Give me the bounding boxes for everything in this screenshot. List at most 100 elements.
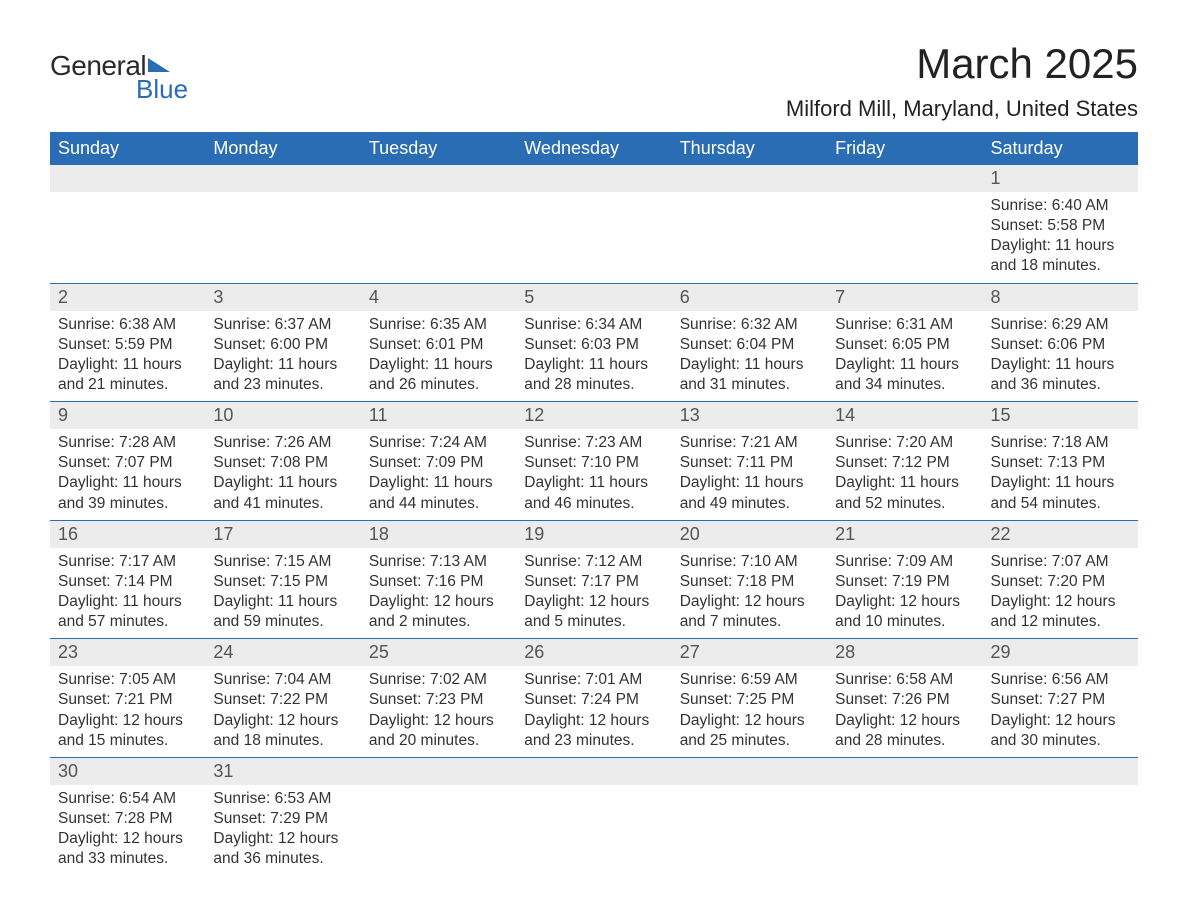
calendar-week-nums: 16171819202122 <box>50 520 1138 548</box>
day-cell: Sunrise: 7:07 AMSunset: 7:20 PMDaylight:… <box>983 548 1138 639</box>
calendar-week-data: Sunrise: 7:17 AMSunset: 7:14 PM Daylight:… <box>50 548 1138 639</box>
day-cell: Sunrise: 7:05 AMSunset: 7:21 PMDaylight:… <box>50 666 205 757</box>
daylight-line: Daylight: 12 hours and 23 minutes. <box>524 711 663 751</box>
day-number: 8 <box>983 284 1138 311</box>
day-cell: Sunrise: 6:56 AMSunset: 7:27 PMDaylight:… <box>983 666 1138 757</box>
daylight-line: Daylight: 11 hours and 18 minutes. <box>991 236 1130 276</box>
calendar-week-nums: 23242526272829 <box>50 639 1138 667</box>
sunrise-line: Sunrise: 6:31 AM <box>835 315 974 335</box>
sunrise-line: Sunrise: 7:21 AM <box>680 433 819 453</box>
day-cell: Sunrise: 7:26 AMSunset: 7:08 PMDaylight:… <box>205 429 360 520</box>
empty-day <box>672 165 827 191</box>
day-cell: Sunrise: 6:59 AMSunset: 7:25 PMDaylight:… <box>672 666 827 757</box>
day-cell: Sunrise: 7:24 AMSunset: 7:09 PMDaylight:… <box>361 429 516 520</box>
day-cell: Sunrise: 7:13 AMSunset: 7:16 PMDaylight:… <box>361 548 516 639</box>
sunrise-line: Sunrise: 7:15 AM <box>213 552 352 572</box>
sunrise-line: Sunrise: 7:04 AM <box>213 670 352 690</box>
calendar-week-data: Sunrise: 7:05 AMSunset: 7:21 PMDaylight:… <box>50 666 1138 757</box>
sunset-line: Sunset: 7:07 PM <box>58 453 197 473</box>
calendar-table: SundayMondayTuesdayWednesdayThursdayFrid… <box>50 132 1138 875</box>
daylight-line: Daylight: 11 hours and 44 minutes. <box>369 473 508 513</box>
day-number: 29 <box>983 639 1138 666</box>
daylight-line: Daylight: 11 hours and 52 minutes. <box>835 473 974 513</box>
sunset-line: Sunset: 7:14 PM <box>58 572 197 592</box>
day-cell: Sunrise: 6:32 AMSunset: 6:04 PMDaylight:… <box>672 311 827 402</box>
day-cell: Sunrise: 7:12 AMSunset: 7:17 PMDaylight:… <box>516 548 671 639</box>
empty-day <box>827 165 982 191</box>
empty-day <box>516 165 671 191</box>
empty-day <box>516 758 671 784</box>
weekday-header: Sunday <box>50 132 205 165</box>
weekday-header: Friday <box>827 132 982 165</box>
sunset-line: Sunset: 7:18 PM <box>680 572 819 592</box>
empty-day <box>205 165 360 191</box>
sunset-line: Sunset: 7:25 PM <box>680 690 819 710</box>
day-cell: Sunrise: 6:54 AMSunset: 7:28 PMDaylight:… <box>50 785 205 876</box>
weekday-header: Tuesday <box>361 132 516 165</box>
sunset-line: Sunset: 7:13 PM <box>991 453 1130 473</box>
sunset-line: Sunset: 6:04 PM <box>680 335 819 355</box>
daylight-line: Daylight: 12 hours and 10 minutes. <box>835 592 974 632</box>
sunset-line: Sunset: 6:05 PM <box>835 335 974 355</box>
sunset-line: Sunset: 6:03 PM <box>524 335 663 355</box>
day-number: 4 <box>361 284 516 311</box>
daylight-line: Daylight: 12 hours and 5 minutes. <box>524 592 663 632</box>
day-cell: Sunrise: 7:04 AMSunset: 7:22 PMDaylight:… <box>205 666 360 757</box>
daylight-line: Daylight: 12 hours and 33 minutes. <box>58 829 197 869</box>
sunset-line: Sunset: 7:29 PM <box>213 809 352 829</box>
daylight-line: Daylight: 11 hours and 31 minutes. <box>680 355 819 395</box>
daylight-line: Daylight: 11 hours and 28 minutes. <box>524 355 663 395</box>
day-number: 20 <box>672 521 827 548</box>
empty-day <box>50 165 205 191</box>
sunset-line: Sunset: 6:06 PM <box>991 335 1130 355</box>
sunrise-line: Sunrise: 6:35 AM <box>369 315 508 335</box>
sunrise-line: Sunrise: 7:17 AM <box>58 552 197 572</box>
daylight-line: Daylight: 12 hours and 36 minutes. <box>213 829 352 869</box>
day-cell: Sunrise: 6:37 AMSunset: 6:00 PMDaylight:… <box>205 311 360 402</box>
day-cell: Sunrise: 7:18 AMSunset: 7:13 PMDaylight:… <box>983 429 1138 520</box>
day-number: 16 <box>50 521 205 548</box>
weekday-header: Wednesday <box>516 132 671 165</box>
daylight-line: Daylight: 12 hours and 2 minutes. <box>369 592 508 632</box>
day-cell: Sunrise: 6:31 AMSunset: 6:05 PMDaylight:… <box>827 311 982 402</box>
day-number: 6 <box>672 284 827 311</box>
daylight-line: Daylight: 12 hours and 7 minutes. <box>680 592 819 632</box>
empty-day <box>361 758 516 784</box>
sunrise-line: Sunrise: 6:53 AM <box>213 789 352 809</box>
sunset-line: Sunset: 7:26 PM <box>835 690 974 710</box>
daylight-line: Daylight: 11 hours and 34 minutes. <box>835 355 974 395</box>
sunset-line: Sunset: 7:16 PM <box>369 572 508 592</box>
brand-general: General <box>50 50 146 82</box>
sunset-line: Sunset: 6:01 PM <box>369 335 508 355</box>
calendar-week-data: Sunrise: 7:28 AMSunset: 7:07 PM Daylight:… <box>50 429 1138 520</box>
day-cell: Sunrise: 7:02 AMSunset: 7:23 PMDaylight:… <box>361 666 516 757</box>
calendar-week-data: Sunrise: 6:40 AMSunset: 5:58 PMDaylight:… <box>50 192 1138 283</box>
sunrise-line: Sunrise: 7:28 AM <box>58 433 197 453</box>
sunset-line: Sunset: 5:58 PM <box>991 216 1130 236</box>
weekday-header: Thursday <box>672 132 827 165</box>
sunrise-line: Sunrise: 7:12 AM <box>524 552 663 572</box>
day-number: 26 <box>516 639 671 666</box>
day-number: 30 <box>50 758 205 785</box>
daylight-line: Daylight: 12 hours and 20 minutes. <box>369 711 508 751</box>
sunrise-line: Sunrise: 6:29 AM <box>991 315 1130 335</box>
sunset-line: Sunset: 6:00 PM <box>213 335 352 355</box>
day-number: 3 <box>205 284 360 311</box>
day-number: 24 <box>205 639 360 666</box>
daylight-line: Daylight: 11 hours and 36 minutes. <box>991 355 1130 395</box>
page-title: March 2025 <box>786 40 1138 88</box>
sunset-line: Sunset: 7:23 PM <box>369 690 508 710</box>
sunrise-line: Sunrise: 7:05 AM <box>58 670 197 690</box>
day-cell: Sunrise: 7:15 AMSunset: 7:15 PMDaylight:… <box>205 548 360 639</box>
title-block: March 2025 Milford Mill, Maryland, Unite… <box>786 40 1138 122</box>
sunset-line: Sunset: 7:19 PM <box>835 572 974 592</box>
sunset-line: Sunset: 7:22 PM <box>213 690 352 710</box>
day-cell: Sunrise: 6:35 AMSunset: 6:01 PMDaylight:… <box>361 311 516 402</box>
sunrise-line: Sunrise: 6:37 AM <box>213 315 352 335</box>
daylight-line: Daylight: 11 hours and 41 minutes. <box>213 473 352 513</box>
day-number: 7 <box>827 284 982 311</box>
day-number: 27 <box>672 639 827 666</box>
weekday-header: Monday <box>205 132 360 165</box>
daylight-line: Daylight: 11 hours and 21 minutes. <box>58 355 197 395</box>
sunrise-line: Sunrise: 7:13 AM <box>369 552 508 572</box>
